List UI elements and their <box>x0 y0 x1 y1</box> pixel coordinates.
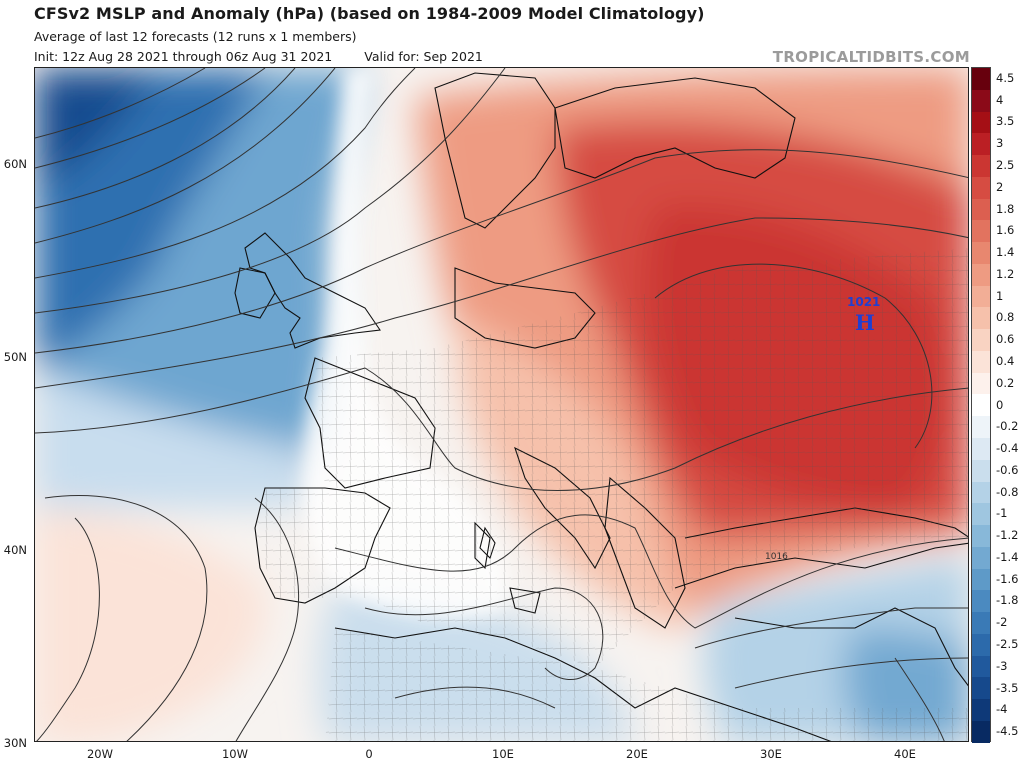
colorbar-label: 2 <box>996 179 1004 194</box>
lat-label-30n: 30N <box>3 736 27 750</box>
lon-label-40e: 40E <box>894 747 916 761</box>
colorbar-label: -3.5 <box>996 680 1019 695</box>
colorbar-swatch <box>972 568 990 591</box>
colorbar-label: -2.5 <box>996 637 1019 652</box>
colorbar-swatch <box>972 329 990 351</box>
colorbar-label: -4.5 <box>996 724 1019 739</box>
colorbar-swatch <box>972 89 990 112</box>
colorbar-swatch <box>972 546 990 569</box>
high-pressure-marker: H <box>855 310 875 335</box>
colorbar-label: 4 <box>996 92 1004 107</box>
colorbar-swatch <box>972 677 990 700</box>
colorbar-label: 1.8 <box>996 201 1015 216</box>
lon-label-20e: 20E <box>626 747 648 761</box>
colorbar-label: 0.8 <box>996 310 1015 325</box>
colorbar-label: 0.6 <box>996 332 1015 347</box>
colorbar-swatch <box>972 438 990 460</box>
colorbar-swatch <box>972 459 990 482</box>
colorbar-swatch <box>972 307 990 330</box>
colorbar-label: -0.8 <box>996 484 1019 499</box>
colorbar-swatch <box>972 612 990 634</box>
colorbar-swatch <box>972 416 990 439</box>
colorbar-swatch <box>972 481 990 504</box>
colorbar-label: -1.8 <box>996 593 1019 608</box>
colorbar-label: -0.6 <box>996 462 1019 477</box>
colorbar-label: -1 <box>996 506 1008 521</box>
colorbar-label: 3.5 <box>996 114 1015 129</box>
colorbar-swatch <box>972 68 990 90</box>
colorbar-swatch <box>972 176 990 199</box>
colorbar-swatch <box>972 394 990 417</box>
colorbar-swatch <box>972 655 990 678</box>
colorbar-label: -0.4 <box>996 441 1019 456</box>
colorbar-label: -1.2 <box>996 528 1019 543</box>
lon-label-0: 0 <box>365 747 373 761</box>
colorbar-label: 0 <box>996 397 1004 412</box>
colorbar-swatch <box>972 525 990 547</box>
colorbar-swatch <box>972 350 990 373</box>
colorbar-swatch <box>972 633 990 656</box>
colorbar-swatch <box>972 133 990 156</box>
isobar-label: 1016 <box>765 552 788 562</box>
admin-boundaries <box>255 248 968 741</box>
colorbar-label: 1.2 <box>996 266 1015 281</box>
lon-label-10e: 10E <box>492 747 514 761</box>
lon-label-20w: 20W <box>86 747 114 761</box>
colorbar-label: 3 <box>996 136 1004 151</box>
brand-watermark: TROPICALTIDBITS.COM <box>772 48 970 66</box>
init-text: Init: 12z Aug 28 2021 through 06z Aug 31… <box>34 49 333 64</box>
colorbar-swatch <box>972 590 990 613</box>
colorbar-label: -1.6 <box>996 571 1019 586</box>
anomaly-map: 1016 1021 H <box>35 68 968 741</box>
colorbar-label: 0.2 <box>996 375 1015 390</box>
colorbar-swatch <box>972 111 990 134</box>
valid-text: Valid for: Sep 2021 <box>364 49 483 64</box>
colorbar-label: -1.4 <box>996 549 1019 564</box>
colorbar-swatch <box>972 198 990 221</box>
lat-label-60n: 60N <box>3 157 27 171</box>
init-line: Init: 12z Aug 28 2021 through 06z Aug 31… <box>34 49 483 64</box>
colorbar-label: 2.5 <box>996 157 1015 172</box>
colorbar-label: -2 <box>996 615 1008 630</box>
lat-label-50n: 50N <box>3 350 27 364</box>
high-pressure-value: 1021 <box>847 295 880 309</box>
colorbar-swatch <box>972 220 990 243</box>
lon-label-30e: 30E <box>760 747 782 761</box>
colorbar-label: -0.2 <box>996 419 1019 434</box>
chart-title: CFSv2 MSLP and Anomaly (hPa) (based on 1… <box>34 4 705 23</box>
colorbar-label: -4 <box>996 702 1008 717</box>
colorbar-label: -3 <box>996 658 1008 673</box>
colorbar-swatch <box>972 372 990 395</box>
chart-subtitle: Average of last 12 forecasts (12 runs x … <box>34 29 357 44</box>
colorbar <box>971 67 991 743</box>
colorbar-swatch <box>972 699 990 721</box>
lon-label-10w: 10W <box>221 747 249 761</box>
colorbar-swatch <box>972 155 990 177</box>
colorbar-swatch <box>972 285 990 308</box>
colorbar-label: 1.6 <box>996 223 1015 238</box>
colorbar-swatch <box>972 720 990 743</box>
colorbar-swatch <box>972 263 990 286</box>
colorbar-label: 1 <box>996 288 1004 303</box>
lat-label-40n: 40N <box>3 543 27 557</box>
colorbar-label: 1.4 <box>996 245 1015 260</box>
isobars <box>35 68 968 741</box>
map-panel: 1016 1021 H <box>34 67 969 742</box>
colorbar-swatch <box>972 503 990 526</box>
colorbar-swatch <box>972 242 990 264</box>
colorbar-label: 4.5 <box>996 70 1015 85</box>
colorbar-label: 0.4 <box>996 353 1015 368</box>
